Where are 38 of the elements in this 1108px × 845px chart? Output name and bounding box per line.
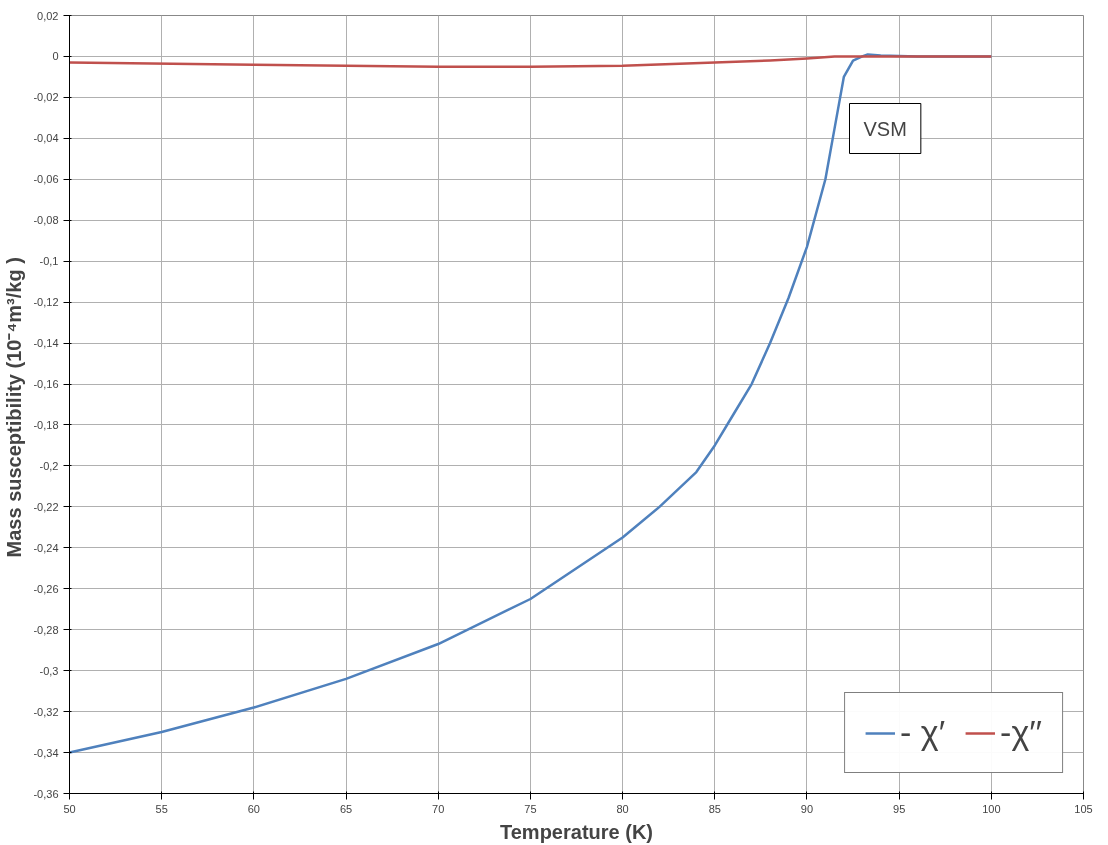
y-tick-label: -0,1 [39,255,59,268]
x-tick-label: 105 [1074,802,1093,815]
y-tick-label: -0,04 [33,132,59,145]
y-tick-label: -0,32 [33,705,59,718]
y-tick-label: -0,36 [33,787,59,800]
legend-label: - χ′ [900,713,946,752]
x-tick-label: 70 [432,802,445,815]
y-tick-label: 0 [52,50,59,63]
y-tick-label: -0,24 [33,541,59,554]
legend-label: -χ′′ [1000,713,1042,752]
y-tick-label: -0,16 [33,378,59,391]
line-series [69,55,993,68]
y-tick-label: -0,22 [33,500,59,513]
y-tick-label: -0,08 [33,214,59,227]
y-tick-label: -0,2 [39,459,59,472]
y-tick-label: -0,06 [33,173,59,186]
y-tick-label: -0,12 [33,296,59,309]
y-tick-label: -0,28 [33,623,59,636]
x-tick-label: 55 [155,802,168,815]
x-tick-label: 85 [708,802,721,815]
x-tick-label: 95 [893,802,906,815]
x-tick-label: 90 [800,802,814,815]
y-tick-label: -0,18 [33,418,59,431]
x-tick-label: 80 [616,802,629,815]
y-axis-title: Mass susceptibility (10⁻⁴m³/kg ) [3,257,26,558]
y-tick-label: -0,14 [33,337,59,350]
y-tick-label: -0,34 [33,746,59,759]
x-tick-label: 65 [339,802,353,815]
x-tick-label: 75 [524,802,537,815]
x-tick-label: 60 [247,802,260,815]
y-tick-label: -0,02 [33,91,59,104]
x-tick-label: 100 [982,802,1001,815]
y-tick-label: -0,3 [39,664,59,677]
annotation: VSM [863,117,907,140]
x-axis-title: Temperature (K) [500,820,654,843]
y-tick-label: 0,02 [37,9,59,22]
x-tick-label: 50 [63,802,76,815]
y-tick-label: -0,26 [33,582,59,595]
